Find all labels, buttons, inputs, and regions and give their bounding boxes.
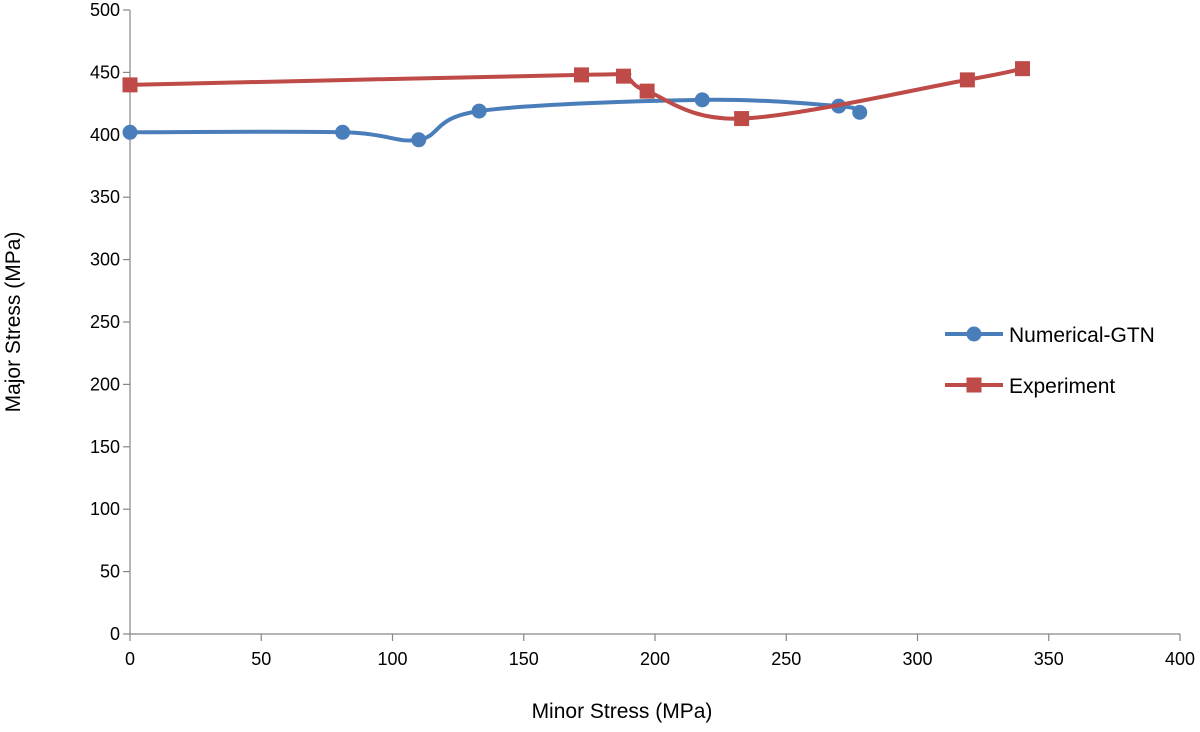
data-point-experiment-6	[1015, 61, 1030, 77]
data-point-numerical-gtn-2	[411, 132, 427, 148]
y-axis-title: Major Stress (MPa)	[2, 232, 25, 413]
series-line-numerical-gtn	[128, 97, 862, 143]
legend-label-experiment: Experiment	[1009, 375, 1115, 398]
data-point-numerical-gtn-4	[694, 92, 710, 108]
data-point-experiment-4	[734, 111, 750, 127]
axes	[129, 10, 1180, 635]
legend-label-numerical-gtn: Numerical-GTN	[1009, 324, 1155, 347]
data-point-experiment-0	[122, 77, 138, 93]
x-tick-label-2: 100	[377, 649, 407, 669]
data-point-experiment-5	[959, 72, 975, 88]
ticks: 0 50 100 150 200 250 300 350 400 450 500 0 50 100 150 2…	[90, 0, 1195, 669]
data-point-numerical-gtn-1	[335, 124, 351, 140]
data-point-experiment-1	[574, 67, 589, 83]
legend-item-numerical-gtn: Numerical-GTN	[945, 324, 1155, 347]
x-tick-label-5: 250	[771, 649, 801, 669]
legend: Numerical-GTN Experiment	[945, 324, 1155, 398]
x-tick-label-3: 150	[509, 649, 539, 669]
legend-marker-experiment	[966, 377, 982, 393]
x-tick-label-1: 50	[251, 649, 271, 669]
y-tick-label-9: 450	[90, 62, 120, 82]
y-tick-label-5: 250	[90, 312, 120, 332]
x-tick-label-7: 350	[1034, 649, 1064, 669]
y-tick-label-0: 0	[110, 624, 120, 644]
y-tick-label-10: 500	[90, 0, 120, 20]
data-point-experiment-2	[616, 68, 631, 84]
data-point-numerical-gtn-6	[852, 104, 868, 120]
x-tick-label-8: 400	[1165, 649, 1195, 669]
data-point-experiment-3	[639, 83, 655, 99]
legend-item-experiment: Experiment	[945, 375, 1115, 398]
y-tick-label-1: 50	[100, 562, 120, 582]
data-point-numerical-gtn-0	[122, 124, 138, 140]
data-point-numerical-gtn-3	[471, 103, 487, 119]
y-tick-label-8: 400	[90, 125, 120, 145]
series	[122, 61, 1030, 148]
x-tick-label-0: 0	[125, 649, 135, 669]
y-tick-label-3: 150	[90, 437, 120, 457]
series-numerical-gtn	[122, 92, 868, 148]
y-tick-label-2: 100	[90, 499, 120, 519]
x-tick-label-4: 200	[640, 649, 670, 669]
series-experiment	[122, 61, 1030, 127]
legend-marker-numerical-gtn	[966, 326, 982, 342]
y-tick-label-6: 300	[90, 250, 120, 270]
y-tick-label-7: 350	[90, 187, 120, 207]
y-tick-label-4: 200	[90, 374, 120, 394]
x-axis-title: Minor Stress (MPa)	[532, 700, 713, 723]
series-line-experiment	[128, 66, 1025, 121]
x-tick-label-6: 300	[902, 649, 932, 669]
